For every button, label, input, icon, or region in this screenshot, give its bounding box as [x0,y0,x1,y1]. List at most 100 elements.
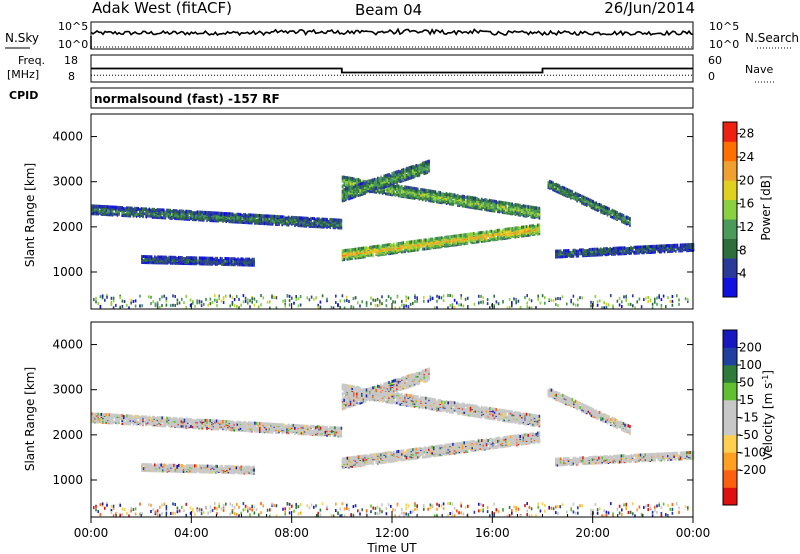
power-echo-cell [609,247,611,250]
power-echo-cell [144,255,146,259]
power-echo-cell [428,167,430,171]
power-echo-cell [396,242,398,246]
power-echo-cell [139,294,141,298]
power-echo-cell [393,176,395,180]
freq-trace [91,67,693,74]
power-echo-cell [168,255,170,259]
power-echo-cell [253,303,256,307]
power-echo-cell [471,202,473,206]
power-echo-cell [269,306,271,310]
power-echo-cell [651,244,653,248]
power-echo-cell [389,181,392,185]
power-echo-cell [410,174,413,178]
power-echo-cell [535,206,537,210]
power-echo-cell [537,208,539,212]
power-echo-cell [505,233,507,237]
power-echo-cell [174,212,176,216]
power-echo-cell [252,213,255,217]
power-echo-cell [141,261,143,264]
power-echo-cell [289,216,291,220]
power-echo-cell [123,300,126,303]
power-echo-cell [405,174,408,177]
power-echo-cell [266,300,269,304]
power-echo-cell [217,211,219,215]
power-echo-cell [189,303,192,307]
power-echo-cell [356,177,358,181]
power-echo-cell [555,251,557,255]
power-echo-cell [474,196,477,200]
power-echo-cell [535,227,537,231]
power-echo-cell [582,202,585,206]
power-echo-cell [663,244,666,248]
power-echo-cell [267,218,269,222]
power-echo-cell [209,211,211,215]
power-echo-cell [477,231,480,235]
power-echo-cell [615,248,618,252]
power-echo-cell [505,227,507,231]
power-echo-cell [348,178,350,182]
power-echo-cell [187,214,189,218]
power-echo-cell [646,245,648,249]
power-echo-cell [620,249,623,253]
power-echo-cell [134,206,136,210]
power-echo-cell [487,239,489,243]
power-echo-cell [131,210,133,214]
power-echo-cell [195,215,197,219]
power-echo-cell [192,256,194,260]
power-echo-cell [246,257,249,261]
power-echo-cell [167,208,170,212]
power-echo-cell [166,211,168,215]
power-echo-cell [391,243,393,247]
power-echo-cell [174,209,176,213]
power-echo-cell [399,170,401,174]
power-echo-cell [348,197,350,201]
power-echo-cell [433,196,435,199]
power-echo-cell [178,258,180,262]
power-echo-cell [429,191,432,195]
power-echo-cell [185,305,187,309]
power-echo-cell [346,176,349,180]
power-echo-cell [527,225,529,229]
power-echo-cell [351,187,353,191]
power-echo-cell [319,218,322,222]
power-echo-cell [215,215,218,219]
power-echo-cell [126,303,128,307]
power-echo-cell [139,212,141,215]
power-echo-cell [345,248,347,252]
power-echo-cell [361,250,363,254]
power-echo-cell [214,256,217,260]
power-echo-cell [681,243,683,247]
power-echo-cell [412,195,414,199]
power-echo-cell [407,185,409,189]
power-echo-cell [121,214,123,217]
power-echo-cell [273,220,275,224]
power-echo-cell [110,212,112,216]
power-echo-cell [115,205,117,209]
power-echo-cell [233,304,236,308]
power-echo-cell [589,203,591,207]
power-echo-cell [174,214,176,218]
power-echo-cell [628,247,631,250]
power-echo-cell [161,208,163,212]
power-echo-cell [249,213,251,217]
power-echo-cell [356,181,358,185]
power-echo-cell [418,172,421,176]
power-echo-cell [471,232,473,236]
power-echo-cell [489,233,491,237]
power-echo-cell [399,194,401,198]
power-echo-cell [265,214,267,218]
power-echo-cell [108,209,111,213]
power-echo-cell [623,249,626,253]
power-echo-cell [497,204,499,208]
power-echo-cell [250,260,252,264]
power-echo-cell [579,250,581,254]
power-echo-cell [423,194,425,198]
power-echo-cell [473,206,475,210]
power-echo-cell [585,201,588,205]
power-echo-cell [97,209,99,213]
power-echo-cell [389,174,392,178]
power-echo-cell [247,218,250,222]
power-echo-cell [538,229,541,233]
power-echo-cell [524,213,526,217]
power-echo-cell [148,295,150,299]
